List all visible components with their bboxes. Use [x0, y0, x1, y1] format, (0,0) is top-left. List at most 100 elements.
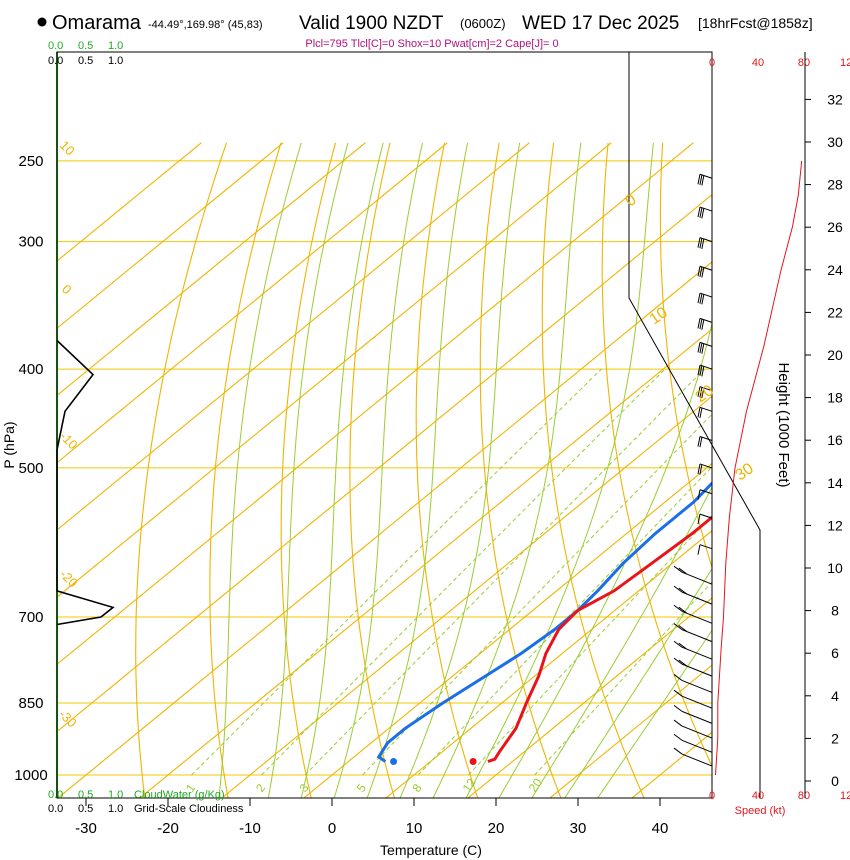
- wind-barb-shaft: [681, 663, 713, 677]
- wind-barb: [673, 604, 713, 624]
- surface-dewpoint-marker: [390, 758, 398, 766]
- cloud-scale-bottom-green-2: 1.0: [108, 789, 123, 801]
- isotherm-line: [57, 142, 530, 531]
- forecast-info: [18hrFcst@1858z]: [698, 15, 813, 31]
- cloud-scale-top-green-0: 0.0: [48, 40, 63, 52]
- wind-barb-feather: [697, 174, 701, 185]
- wind-barb-feather: [697, 544, 701, 555]
- wind-barb: [697, 341, 713, 354]
- wind-barb-feather: [678, 625, 688, 632]
- wind-barb-feather: [673, 565, 683, 573]
- wind-barb-feather: [701, 319, 705, 330]
- wind-barb: [697, 173, 713, 186]
- pressure-axis-title: P (hPa): [1, 421, 17, 468]
- height-tick-label: 30: [827, 134, 843, 150]
- cloud-scale-top-black-0: 0.0: [48, 55, 63, 67]
- mixing-ratio-label: 5: [354, 781, 369, 795]
- speed-scale-top-1: 40: [752, 57, 764, 69]
- wind-barb: [673, 689, 713, 709]
- dry-adiabat-line: [280, 142, 337, 798]
- location-name: Omarama: [52, 12, 142, 34]
- cloud-scale-bottom-green-1: 0.5: [78, 789, 93, 801]
- speed-scale-bottom-1: 40: [752, 790, 764, 802]
- cloud-scale-bottom-black-2: 1.0: [108, 803, 123, 815]
- mixing-ratio-line: [304, 368, 705, 776]
- isotherm-line: [57, 142, 448, 464]
- temperature-tick-label: -20: [157, 820, 179, 837]
- mixing-ratio-line: [417, 466, 712, 776]
- wind-barb-feather: [673, 747, 683, 755]
- height-tick-label: 18: [827, 390, 843, 406]
- mixing-ratio-line: [534, 581, 712, 776]
- mixing-ratio-line: [261, 368, 666, 776]
- dewpoint-line: [376, 481, 712, 763]
- wind-barb: [673, 657, 713, 677]
- temperature-tick-label: 40: [652, 820, 669, 837]
- dry-adiabat-line: [349, 142, 396, 798]
- wind-barb-feather: [699, 387, 703, 398]
- height-tick-label: 6: [831, 645, 839, 661]
- upper-panel-outline: [628, 52, 761, 798]
- wind-barb: [697, 489, 713, 500]
- wind-barb-feather: [699, 365, 703, 376]
- wind-barb-feather: [701, 238, 705, 250]
- mixing-ratio-label: 20: [526, 775, 545, 794]
- height-panel-boundary: [628, 52, 761, 798]
- wind-barb-feather: [673, 657, 683, 665]
- pressure-tick-label: 400: [18, 361, 43, 378]
- moist-adiabat-line: [432, 142, 582, 798]
- isotherm-label: 0: [623, 191, 640, 210]
- wind-barb-shaft: [699, 513, 713, 519]
- isotherm-line: [57, 142, 202, 262]
- wind-barb-feather: [697, 237, 701, 248]
- pressure-tick-label: 850: [18, 695, 43, 712]
- temperature-line: [487, 515, 712, 763]
- moist-adiabat-line: [267, 142, 349, 798]
- isotherm-line: [385, 530, 712, 798]
- wind-barb: [673, 565, 713, 585]
- wind-barbs: [673, 173, 713, 767]
- header: Omarama -44.49°,169.98° (45,83) Valid 19…: [37, 12, 813, 50]
- moist-adiabat-line: [366, 142, 468, 798]
- pressure-tick-label: 1000: [14, 767, 47, 784]
- wind-barb: [697, 265, 713, 278]
- wind-barb-feather: [697, 489, 701, 500]
- speed-scale-bottom-3: 120: [840, 790, 850, 802]
- speed-scale-bottom-0: 0: [709, 790, 715, 802]
- dry-adiabat-line: [209, 142, 282, 798]
- wind-barb-feather: [673, 719, 683, 727]
- wind-barb-feather: [673, 585, 683, 593]
- wind-barb-feather: [673, 674, 683, 681]
- wind-barb: [697, 463, 713, 475]
- sounding-curves: [376, 481, 712, 763]
- wind-barb-shaft: [681, 591, 713, 605]
- wind-barb-feather: [673, 640, 683, 648]
- isotherm-line: [57, 142, 612, 598]
- cloud-scale-top-black-1: 0.5: [78, 55, 93, 67]
- wind-speed-profile: [715, 160, 803, 776]
- pressure-axis: 250 300 400 500 700 850 1000: [14, 153, 47, 784]
- wind-barb-feather: [697, 436, 701, 447]
- isotherm-line: [57, 142, 694, 666]
- temperature-tick-label: 0: [328, 820, 336, 837]
- moist-adiabat-line: [399, 142, 521, 798]
- dry-adiabat-label: 10: [57, 138, 78, 159]
- dry-adiabat-label: -30: [56, 707, 80, 731]
- temperature-tick-label: -30: [75, 820, 97, 837]
- wind-barb-shaft: [681, 710, 713, 724]
- wind-barb-feather: [678, 606, 688, 614]
- temperature-axis-title: Temperature (C): [380, 842, 482, 858]
- cloudwater-label: CloudWater (g/Kg): [134, 789, 225, 801]
- valid-label: Valid 1900 NZDT: [299, 13, 444, 34]
- cloud-panel: [56, 52, 115, 798]
- wind-barb-feather: [699, 437, 703, 448]
- wind-barb-shaft: [681, 679, 713, 693]
- cloud-scale-top-black-2: 1.0: [108, 55, 123, 67]
- isotherm-line: [57, 142, 366, 397]
- dry-adiabat-line: [659, 142, 712, 570]
- temperature-tick-label: -10: [239, 820, 261, 837]
- wind-barb: [697, 206, 713, 219]
- wind-barb-shaft: [681, 695, 713, 709]
- wind-barb-feather: [699, 238, 703, 249]
